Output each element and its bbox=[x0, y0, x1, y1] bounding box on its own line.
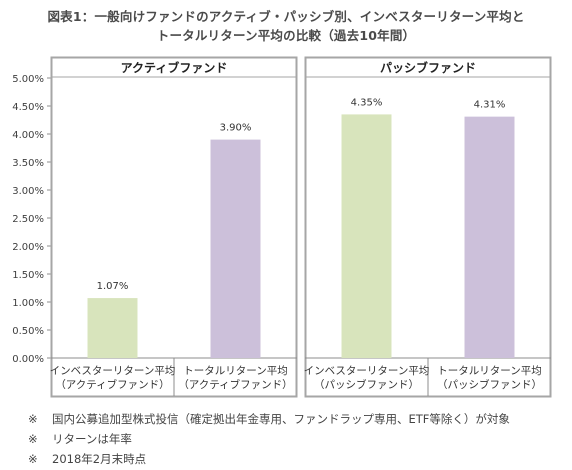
category-label: トータルリターン平均 bbox=[437, 365, 541, 377]
category-label: インベスターリターン平均 bbox=[304, 365, 430, 377]
category-label: トータルリターン平均 bbox=[183, 365, 287, 377]
y-tick-label: 1.00% bbox=[12, 298, 44, 309]
y-tick-label: 3.00% bbox=[12, 186, 44, 197]
y-tick-label: 4.00% bbox=[12, 130, 44, 141]
y-tick-label: 4.50% bbox=[12, 102, 44, 113]
footnote: ※ 2018年2月末時点 bbox=[28, 450, 510, 470]
panel-title: パッシブファンド bbox=[380, 60, 476, 75]
footnote-text: 国内公募追加型株式投信（確定拠出年金専用、ファンドラップ専用、ETF等除く）が対… bbox=[52, 412, 510, 426]
bar bbox=[464, 116, 515, 358]
data-label: 3.90% bbox=[220, 123, 252, 134]
panel-title: アクティブファンド bbox=[121, 60, 228, 75]
chart-title-line-2: トータルリターン平均の比較（過去10年間） bbox=[156, 28, 416, 43]
bar-chart: 0.00% 0.50% 1.00% 1.50% 2.00% 2.50% 3.00% 3.50%… bbox=[12, 56, 552, 398]
data-label: 1.07% bbox=[97, 281, 129, 292]
bar bbox=[341, 114, 392, 359]
category-label: （アクティブファンド） bbox=[55, 378, 169, 391]
footnote: ※ 国内公募追加型株式投信（確定拠出年金専用、ファンドラップ専用、ETF等除く）が… bbox=[28, 410, 510, 430]
category-label: （パッシブファンド） bbox=[437, 378, 542, 391]
panel-frame bbox=[50, 56, 298, 398]
footnotes: ※ 国内公募追加型株式投信（確定拠出年金専用、ファンドラップ専用、ETF等除く）が… bbox=[28, 410, 510, 470]
bar bbox=[210, 139, 261, 358]
footnote-text: リターンは年率 bbox=[52, 432, 132, 446]
y-tick-label: 5.00% bbox=[12, 74, 44, 85]
y-tick-label: 1.50% bbox=[12, 270, 44, 281]
footnote-mark: ※ bbox=[28, 412, 38, 426]
panel-frame bbox=[304, 56, 552, 398]
data-label: 4.35% bbox=[351, 97, 383, 108]
bar bbox=[87, 298, 138, 358]
y-tick-label: 2.00% bbox=[12, 242, 44, 253]
y-tick-label: 0.00% bbox=[12, 354, 44, 365]
category-label: インベスターリターン平均 bbox=[50, 365, 176, 377]
footnote-text: 2018年2月末時点 bbox=[52, 452, 147, 466]
y-tick-label: 2.50% bbox=[12, 214, 44, 225]
footnote: ※ リターンは年率 bbox=[28, 430, 510, 450]
data-label: 4.31% bbox=[474, 100, 506, 111]
chart-title-line-1: 図表1：一般向けファンドのアクティブ・パッシブ別、インベスターリターン平均と bbox=[47, 9, 525, 24]
y-tick-label: 0.50% bbox=[12, 326, 44, 337]
category-label: （アクティブファンド） bbox=[178, 378, 292, 391]
category-label: （パッシブファンド） bbox=[314, 378, 419, 391]
footnote-mark: ※ bbox=[28, 452, 38, 466]
y-tick-label: 3.50% bbox=[12, 158, 44, 169]
footnote-mark: ※ bbox=[28, 432, 38, 446]
